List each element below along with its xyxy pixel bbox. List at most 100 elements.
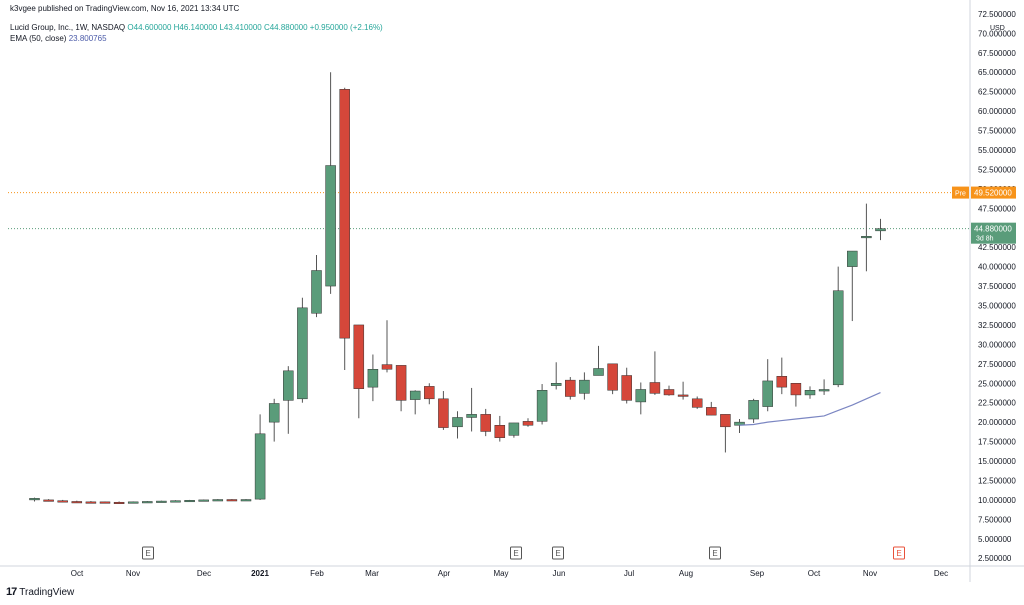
candle-body — [311, 270, 322, 314]
x-tick-label: May — [493, 569, 508, 578]
candle-body — [409, 390, 421, 400]
y-tick-label: 57.500000 — [978, 127, 1016, 136]
candle-body — [212, 499, 224, 502]
x-tick-label: Sep — [750, 569, 765, 578]
candle-body — [353, 324, 365, 389]
candle-body — [804, 390, 816, 396]
candle-body — [635, 389, 647, 403]
x-tick-label: Dec — [934, 569, 948, 578]
candle-body — [663, 389, 675, 396]
candle-body — [283, 370, 294, 401]
candle-body — [875, 228, 886, 232]
currency-label: USD — [990, 25, 1005, 32]
candle-body — [847, 250, 858, 267]
candle-body — [593, 368, 604, 376]
y-tick-label: 65.000000 — [978, 68, 1016, 77]
candle-body — [57, 500, 68, 503]
y-tick-label: 15.000000 — [978, 457, 1016, 466]
candle-body — [452, 417, 463, 428]
y-tick-label: 7.500000 — [978, 515, 1012, 524]
candle-body — [254, 433, 266, 500]
earnings-marker-label: E — [145, 549, 150, 558]
candle-body — [424, 386, 435, 400]
y-tick-label: 25.000000 — [978, 379, 1016, 388]
candle-body — [861, 236, 872, 239]
candle-body — [720, 414, 731, 428]
y-tick-label: 72.500000 — [978, 10, 1016, 19]
candle-body — [494, 425, 506, 438]
candle-body — [381, 364, 393, 370]
y-tick-label: 52.500000 — [978, 165, 1016, 174]
pre-tag-box — [952, 186, 969, 199]
x-tick-label: Mar — [365, 569, 379, 578]
candle-body — [550, 383, 562, 386]
earnings-marker-icon — [142, 546, 154, 560]
candle-body — [706, 407, 717, 416]
candle-body — [480, 414, 491, 432]
y-tick-label: 62.500000 — [978, 88, 1016, 97]
y-tick-label: 60.000000 — [978, 107, 1016, 116]
candle-body — [762, 380, 773, 407]
y-tick-label: 70.000000 — [978, 29, 1016, 38]
y-tick-label: 55.000000 — [978, 146, 1016, 155]
tradingview-logo-icon[interactable]: 17 — [6, 586, 17, 598]
y-tick-label: 67.500000 — [978, 49, 1016, 58]
x-tick-label: Dec — [197, 569, 211, 578]
y-tick-label: 32.500000 — [978, 321, 1016, 330]
x-tick-label: Jun — [553, 569, 566, 578]
candle-body — [466, 414, 477, 418]
candle-body — [438, 398, 449, 428]
candle-body — [649, 382, 661, 394]
candle-body — [536, 390, 548, 422]
y-tick-label: 40.000000 — [978, 263, 1016, 272]
earnings-marker-label: E — [896, 549, 901, 558]
y-tick-label: 27.500000 — [978, 360, 1016, 369]
x-tick-label: Feb — [310, 569, 324, 578]
candle-body — [776, 376, 788, 388]
earnings-marker-label: E — [712, 549, 717, 558]
footer: 17 TradingView — [6, 586, 74, 598]
candle-body — [71, 501, 83, 504]
bar-countdown-label: 3d 8h — [976, 236, 994, 243]
earnings-marker-icon — [510, 546, 522, 560]
candle-body — [85, 501, 97, 504]
last-price-label: 44.880000 — [974, 225, 1012, 234]
symbol-line: Lucid Group, Inc., 1W, NASDAQ O44.600000… — [10, 22, 383, 33]
earnings-marker-icon — [552, 546, 564, 560]
x-tick-label: Apr — [438, 569, 451, 578]
chart-legend: Lucid Group, Inc., 1W, NASDAQ O44.600000… — [10, 22, 383, 44]
x-tick-label: Jul — [624, 569, 634, 578]
candle-body — [99, 501, 111, 504]
candle-body — [226, 499, 238, 502]
candle-body — [240, 499, 252, 502]
last-price-box — [971, 222, 1016, 244]
y-tick-label: 20.000000 — [978, 418, 1016, 427]
y-tick-label: 5.000000 — [978, 535, 1012, 544]
x-tick-label: Nov — [863, 569, 877, 578]
candle-body — [156, 500, 167, 503]
ohlc-values: O44.600000 H46.140000 L43.410000 C44.880… — [127, 23, 383, 32]
y-tick-label: 2.500000 — [978, 554, 1012, 563]
candle-body — [325, 165, 336, 287]
y-tick-label: 12.500000 — [978, 476, 1016, 485]
x-tick-label: Aug — [679, 569, 693, 578]
y-tick-label: 35.000000 — [978, 301, 1016, 310]
ema-line — [739, 392, 881, 426]
candle-body — [184, 500, 195, 503]
pre-tag-label: Pre — [955, 191, 966, 198]
candle-body — [508, 422, 520, 436]
candle-body — [395, 365, 407, 401]
candle-body — [748, 400, 759, 420]
pre-price-label: 49.520000 — [974, 189, 1012, 198]
candle-body — [691, 398, 703, 408]
candle-body — [607, 363, 618, 391]
candle-body — [522, 421, 534, 426]
candle-body — [339, 89, 350, 339]
y-tick-label: 30.000000 — [978, 340, 1016, 349]
y-tick-label: 37.500000 — [978, 282, 1016, 291]
candle-body — [170, 500, 181, 503]
candle-body — [832, 290, 844, 386]
x-tick-label: Oct — [808, 569, 821, 578]
candle-body — [790, 383, 802, 396]
